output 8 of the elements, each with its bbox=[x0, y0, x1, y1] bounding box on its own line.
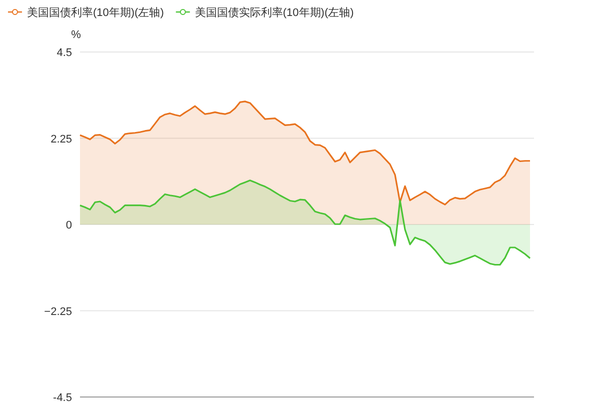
y-tick-label: 0 bbox=[66, 220, 72, 232]
y-tick-label: −2.25 bbox=[44, 306, 72, 318]
y-axis-title: % bbox=[71, 29, 82, 41]
y-tick-label: 2.25 bbox=[50, 133, 72, 146]
y-tick-label: 4.5 bbox=[56, 47, 72, 59]
y-tick-label: -4.5 bbox=[53, 392, 72, 404]
legend-label: 美国国债实际利率(10年期)(左轴) bbox=[194, 6, 354, 19]
legend-label: 美国国债利率(10年期)(左轴) bbox=[27, 6, 164, 19]
